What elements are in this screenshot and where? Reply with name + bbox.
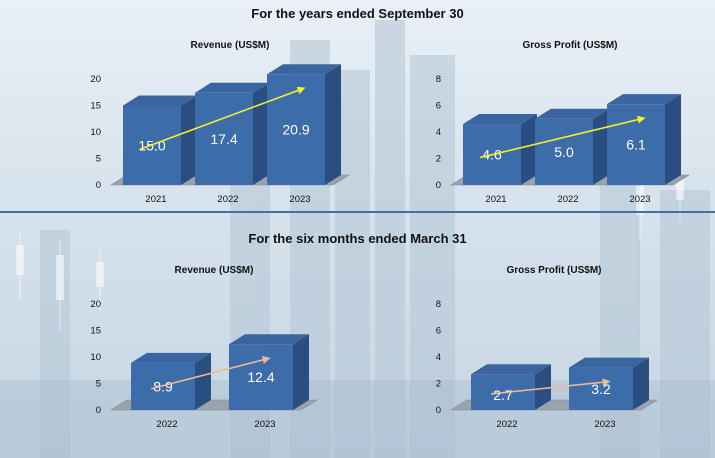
bar-side [195, 352, 211, 410]
bar [607, 104, 665, 185]
y-tick-label: 0 [96, 405, 101, 416]
x-category-label: 2021 [485, 194, 506, 205]
bar [535, 118, 593, 185]
bar-side [181, 95, 197, 185]
y-tick-label: 0 [436, 405, 441, 416]
bar-top [535, 108, 609, 119]
section-divider [0, 211, 715, 213]
y-tick-label: 5 [96, 379, 101, 390]
x-category-label: 2022 [557, 194, 578, 205]
y-tick-label: 4 [436, 352, 441, 363]
bar-value-label: 20.9 [282, 122, 309, 138]
x-category-label: 2022 [156, 419, 177, 430]
y-tick-label: 0 [436, 180, 441, 191]
y-tick-label: 6 [436, 326, 441, 337]
bar-side [535, 364, 551, 410]
y-tick-label: 20 [90, 74, 101, 85]
bar-side [593, 108, 609, 185]
x-category-label: 2023 [594, 419, 615, 430]
x-category-label: 2023 [629, 194, 650, 205]
bar-side [325, 64, 341, 185]
bar-value-label: 12.4 [247, 369, 274, 385]
y-tick-label: 15 [90, 101, 101, 112]
y-tick-label: 5 [96, 154, 101, 165]
bar [569, 367, 633, 410]
bar-top [569, 357, 649, 368]
trend-arrow [150, 356, 271, 390]
y-tick-label: 2 [436, 379, 441, 390]
bar [229, 344, 293, 410]
x-category-label: 2023 [254, 419, 275, 430]
bar-value-label: 17.4 [210, 131, 237, 147]
x-category-label: 2022 [496, 419, 517, 430]
chart-annual-gross-profit: Gross Profit (US$M)024684.620215.020226.… [436, 40, 691, 205]
y-tick-label: 20 [90, 299, 101, 310]
y-tick-label: 8 [436, 74, 441, 85]
y-tick-label: 4 [436, 127, 441, 138]
bar-top [267, 64, 341, 75]
bar-top [607, 94, 681, 105]
y-tick-label: 0 [96, 180, 101, 191]
y-tick-label: 8 [436, 299, 441, 310]
chart-title: Revenue (US$M) [175, 265, 254, 276]
x-category-label: 2022 [217, 194, 238, 205]
trend-arrow [490, 378, 611, 395]
x-category-label: 2021 [145, 194, 166, 205]
trend-arrow [139, 86, 306, 150]
y-tick-label: 2 [436, 154, 441, 165]
chart-title: Gross Profit (US$M) [522, 40, 617, 51]
section-title-annual: For the years ended September 30 [251, 6, 464, 21]
chart-title: Gross Profit (US$M) [506, 265, 601, 276]
bar-top [123, 95, 197, 106]
bar [267, 74, 325, 185]
chart-title: Revenue (US$M) [191, 40, 270, 51]
bar-top [131, 352, 211, 363]
bar-top [463, 114, 537, 125]
bar-side [665, 94, 681, 185]
y-tick-label: 10 [90, 352, 101, 363]
bar-side [633, 357, 649, 410]
y-tick-label: 6 [436, 101, 441, 112]
bar-top [471, 364, 551, 375]
bar-value-label: 2.7 [493, 387, 513, 403]
y-tick-label: 10 [90, 127, 101, 138]
bar [195, 92, 253, 185]
bar-value-label: 6.1 [626, 137, 646, 153]
bar-side [521, 114, 537, 185]
bar-side [253, 82, 269, 185]
bar-side [293, 334, 309, 410]
y-tick-label: 15 [90, 326, 101, 337]
bar-value-label: 5.0 [554, 144, 574, 160]
bar-top [229, 334, 309, 345]
chart-annual-revenue: Revenue (US$M)0510152015.0202117.4202220… [90, 40, 351, 205]
bar-top [195, 82, 269, 93]
trend-arrow [479, 115, 646, 159]
x-category-label: 2023 [289, 194, 310, 205]
section-title-interim: For the six months ended March 31 [248, 231, 467, 246]
